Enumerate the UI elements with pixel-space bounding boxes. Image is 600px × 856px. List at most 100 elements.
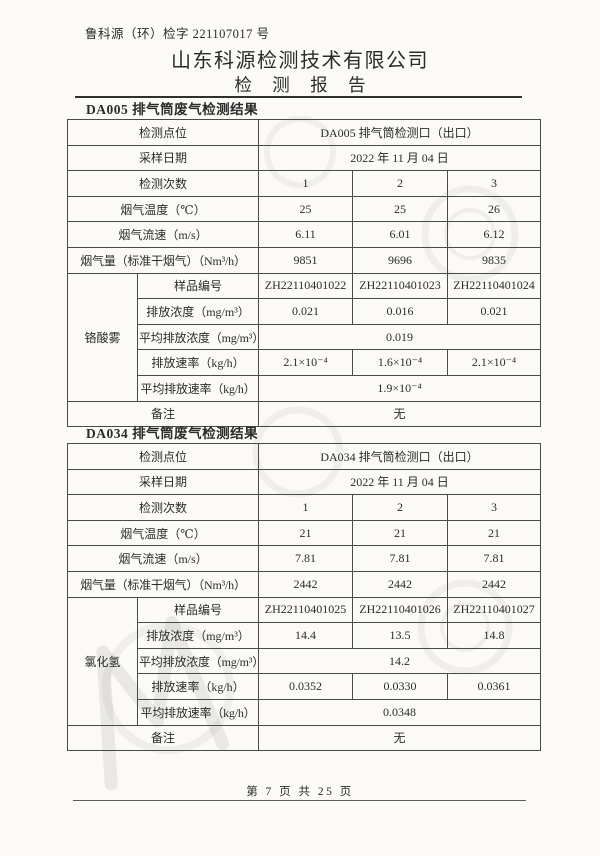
value-cell: 1.9×10⁻⁴ [258, 374, 542, 402]
pollutant-cell: 氯化氢 [67, 596, 138, 726]
value-cell: ZH22110401024 [447, 272, 542, 300]
row-sampling-date: 采样日期 2022 年 11 月 04 日 [66, 144, 542, 172]
label-cell: 样品编号 [136, 272, 260, 300]
value-cell: 0.021 [258, 298, 354, 325]
value-cell: 1 [258, 494, 354, 521]
row-gas-velocity: 烟气流速（m/s） 7.81 7.81 7.81 [66, 545, 542, 572]
label-cell: 平均排放速率（kg/h） [136, 698, 260, 726]
value-cell: 7.81 [258, 545, 354, 572]
value-cell: 21 [352, 519, 449, 547]
row-remark: 备注 无 [66, 724, 542, 752]
report-number: 鲁科源（环）检字 221107017 号 [85, 27, 270, 41]
value-cell: 2442 [352, 570, 449, 598]
label-cell: 采样日期 [66, 468, 260, 496]
value-cell: 7.81 [447, 545, 542, 572]
label-cell: 平均排放浓度（mg/m³） [136, 323, 260, 351]
row-sampling-date: 采样日期 2022 年 11 月 04 日 [66, 468, 542, 496]
value-cell: 2.1×10⁻⁴ [447, 349, 542, 376]
row-emission-concentration: 排放浓度（mg/m³） 0.021 0.016 0.021 [68, 298, 542, 325]
value-cell: 0.021 [447, 298, 542, 325]
label-cell: 平均排放速率（kg/h） [136, 374, 260, 402]
value-cell: 1.6×10⁻⁴ [352, 349, 449, 376]
row-gas-volume: 烟气量（标准干烟气）（Nm³/h） 2442 2442 2442 [66, 570, 542, 598]
row-monitoring-point: 检测点位 DA005 排气筒检测口（出口） [66, 119, 542, 146]
value-cell: 3 [447, 170, 542, 197]
section-heading: DA005 排气筒废气检测结果 [86, 102, 259, 117]
value-cell: 2442 [258, 570, 354, 598]
label-cell: 排放速率（kg/h） [136, 349, 260, 376]
value-cell: 7.81 [352, 545, 449, 572]
value-cell: 25 [258, 195, 354, 223]
value-cell: 2 [352, 170, 449, 197]
results-table-da034: 检测点位 DA034 排气筒检测口（出口） 采样日期 2022 年 11 月 0… [66, 443, 542, 752]
value-cell: 14.4 [258, 622, 354, 649]
row-emission-concentration: 排放浓度（mg/m³） 14.4 13.5 14.8 [68, 622, 542, 649]
row-gas-volume: 烟气量（标准干烟气）（Nm³/h） 9851 9696 9835 [66, 246, 542, 274]
value-cell: ZH22110401023 [352, 272, 449, 300]
value-cell: 21 [447, 519, 542, 547]
section-da034: DA034 排气筒废气检测结果 检测点位 DA034 排气筒检测口（出口） 采样… [66, 422, 542, 752]
label-cell: 检测次数 [66, 494, 260, 521]
label-cell: 平均排放浓度（mg/m³） [136, 647, 260, 675]
row-gas-temperature: 烟气温度（℃） 21 21 21 [66, 519, 542, 547]
value-cell: 9835 [447, 246, 542, 274]
value-cell: 0.0330 [352, 673, 449, 700]
results-table-da005: 检测点位 DA005 排气筒检测口（出口） 采样日期 2022 年 11 月 0… [66, 119, 542, 428]
value-cell: 6.12 [447, 221, 542, 248]
value-cell: 13.5 [352, 622, 449, 649]
label-cell: 烟气流速（m/s） [66, 221, 260, 248]
label-cell: 排放速率（kg/h） [136, 673, 260, 700]
section-da005: DA005 排气筒废气检测结果 检测点位 DA005 排气筒检测口（出口） 采样… [66, 98, 542, 428]
label-cell: 烟气温度（℃） [66, 195, 260, 223]
value-cell: 14.2 [258, 647, 542, 675]
value-cell: ZH22110401026 [352, 596, 449, 624]
value-cell: 2442 [447, 570, 542, 598]
row-sample-number: 铬酸雾 样品编号 ZH22110401022 ZH22110401023 ZH2… [67, 272, 542, 402]
value-cell: 2 [352, 494, 449, 521]
footer-divider [73, 800, 526, 801]
label-cell: 检测次数 [66, 170, 260, 197]
value-cell: 9696 [352, 246, 449, 274]
row-avg-concentration: 平均排放浓度（mg/m³） 0.019 [68, 323, 542, 351]
value-cell: ZH22110401022 [258, 272, 354, 300]
label-cell: 排放浓度（mg/m³） [136, 622, 260, 649]
value-cell: 26 [447, 195, 542, 223]
value-cell: ZH22110401025 [258, 596, 354, 624]
row-monitoring-point: 检测点位 DA034 排气筒检测口（出口） [66, 443, 542, 470]
value-cell: 9851 [258, 246, 354, 274]
row-test-count: 检测次数 1 2 3 [66, 170, 542, 197]
value-cell: 6.11 [258, 221, 354, 248]
value-cell: 0.019 [258, 323, 542, 351]
header-divider [75, 96, 522, 98]
value-cell: 6.01 [352, 221, 449, 248]
value-cell: 2022 年 11 月 04 日 [258, 468, 542, 496]
value-cell: 14.8 [447, 622, 542, 649]
label-cell: 备注 [66, 724, 260, 752]
row-avg-rate: 平均排放速率（kg/h） 0.0348 [68, 698, 542, 726]
label-cell: 备注 [66, 400, 260, 428]
page-number: 第 7 页 共 25 页 [246, 786, 354, 798]
pollutant-cell: 铬酸雾 [67, 272, 138, 402]
label-cell: 排放浓度（mg/m³） [136, 298, 260, 325]
value-cell: 无 [258, 400, 542, 428]
value-cell: 0.016 [352, 298, 449, 325]
value-cell: 1 [258, 170, 354, 197]
value-cell: 0.0348 [258, 698, 542, 726]
label-cell: 烟气流速（m/s） [66, 545, 260, 572]
row-emission-rate: 排放速率（kg/h） 2.1×10⁻⁴ 1.6×10⁻⁴ 2.1×10⁻⁴ [68, 349, 542, 376]
row-gas-velocity: 烟气流速（m/s） 6.11 6.01 6.12 [66, 221, 542, 248]
value-cell: 2022 年 11 月 04 日 [258, 144, 542, 172]
value-cell: 25 [352, 195, 449, 223]
label-cell: 烟气量（标准干烟气）（Nm³/h） [66, 570, 260, 598]
label-cell: 检测点位 [66, 443, 260, 470]
row-avg-concentration: 平均排放浓度（mg/m³） 14.2 [68, 647, 542, 675]
value-cell: 3 [447, 494, 542, 521]
value-cell: DA005 排气筒检测口（出口） [258, 119, 542, 146]
label-cell: 采样日期 [66, 144, 260, 172]
label-cell: 样品编号 [136, 596, 260, 624]
value-cell: 无 [258, 724, 542, 752]
row-remark: 备注 无 [66, 400, 542, 428]
section-heading: DA034 排气筒废气检测结果 [86, 426, 259, 441]
label-cell: 检测点位 [66, 119, 260, 146]
